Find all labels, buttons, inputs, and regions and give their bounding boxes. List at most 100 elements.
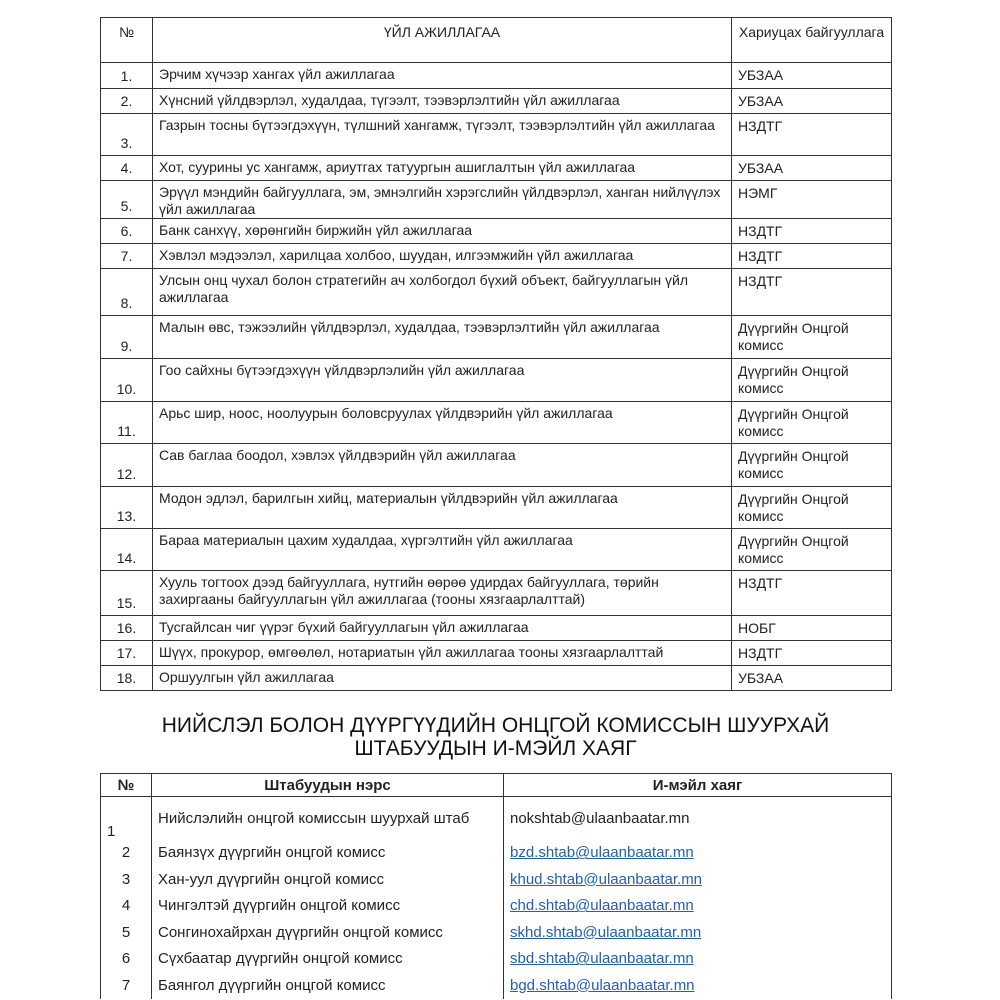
cell-num: 18. [100,665,153,691]
cell-num: 13. [100,486,153,529]
cell-email: skhd.shtab@ulaanbaatar.mn [503,919,892,946]
cell-activity: Сав баглаа боодол, хэвлэх үйлдвэрийн үйл… [152,443,732,487]
activities-table: № ҮЙЛ АЖИЛЛАГАА Хариуцах байгууллага 1. Э… [100,17,892,691]
table-row: 12. Сав баглаа боодол, хэвлэх үйлдвэрийн … [100,443,892,487]
cell-org: НЗДТГ [731,113,892,156]
cell-name: Нийслэлийн онцгой комиссын шуурхай штаб [151,796,504,840]
cell-activity: Хот, суурины ус хангамж, ариутгах татуур… [152,155,732,181]
email-link[interactable]: sbd.shtab@ulaanbaatar.mn [510,950,694,968]
cell-org: Дүүргийн Онцгой комисс [731,486,892,529]
cell-org: Дүүргийн Онцгой комисс [731,401,892,444]
cell-org: НОБГ [731,615,892,641]
cell-org: НЗДТГ [731,243,892,269]
cell-activity: Хэвлэл мэдээлэл, харилцаа холбоо, шуудан… [152,243,732,269]
table-row: 6. Банк санхүү, хөрөнгийн биржийн үйл ажи… [100,218,892,244]
cell-org: Дүүргийн Онцгой комисс [731,315,892,359]
email-link[interactable]: khud.shtab@ulaanbaatar.mn [510,870,703,888]
cell-activity: Хүнсний үйлдвэрлэл, худалдаа, түгээлт, т… [152,88,732,114]
cell-email: chd.shtab@ulaanbaatar.mn [503,892,892,919]
cell-email: nokshtab@ulaanbaatar.mn [503,796,892,840]
cell-org: УБЗАА [731,62,892,89]
cell-num: 3. [100,113,153,156]
cell-num: 2 [100,839,152,866]
cell-num: 3 [100,866,152,893]
cell-activity: Тусгайлсан чиг үүрэг бүхий байгууллагын … [152,615,732,641]
cell-num: 5. [100,180,153,219]
cell-org: НЭМГ [731,180,892,219]
cell-name: Хан-уул дүүргийн онцгой комисс [151,866,504,893]
cell-num: 2. [100,88,153,114]
cell-num: 1 [100,796,152,840]
header-num: № [100,773,152,797]
table-row: 5. Эрүүл мэндийн байгууллага, эм, эмнэлги… [100,180,892,219]
cell-org: УБЗАА [731,88,892,114]
table-row: 1. Эрчим хүчээр хангах үйл ажиллагаа УБЗАА [100,62,892,89]
table-row: 6 Сүхбаатар дүүргийн онцгой комисс sbd.sht… [100,945,892,972]
cell-num: 4. [100,155,153,181]
table-row: 2. Хүнсний үйлдвэрлэл, худалдаа, түгээлт,… [100,88,892,114]
table-row: 9. Малын өвс, тэжээлийн үйлдвэрлэл, худал… [100,315,892,359]
cell-name: Баянзүх дүүргийн онцгой комисс [151,839,504,866]
cell-num: 17. [100,640,153,666]
cell-activity: Оршуулгын үйл ажиллагаа [152,665,732,691]
email-header-row: № Штабуудын нэрс И-мэйл хаяг [100,773,892,797]
cell-num: 10. [100,358,153,402]
table-row: 2 Баянзүх дүүргийн онцгой комисс bzd.shtab… [100,839,892,866]
cell-activity: Шүүх, прокурор, өмгөөлөл, нотариатын үйл… [152,640,732,666]
cell-name: Чингэлтэй дүүргийн онцгой комисс [151,892,504,919]
cell-num: 15. [100,570,153,616]
email-link[interactable]: bzd.shtab@ulaanbaatar.mn [510,844,694,862]
email-link[interactable]: bgd.shtab@ulaanbaatar.mn [510,976,695,994]
table-row: 18. Оршуулгын үйл ажиллагаа УБЗАА [100,665,892,691]
cell-activity: Бараа материалын цахим худалдаа, хүргэлт… [152,528,732,571]
cell-num: 5 [100,919,152,946]
cell-activity: Модон эдлэл, барилгын хийц, материалын ү… [152,486,732,529]
cell-activity: Эрүүл мэндийн байгууллага, эм, эмнэлгийн… [152,180,732,219]
table-row: 5 Сонгинохайрхан дүүргийн онцгой комисс sk… [100,919,892,946]
table-row: 11. Арьс шир, ноос, ноолуурын боловсруула… [100,401,892,444]
cell-email: khud.shtab@ulaanbaatar.mn [503,866,892,893]
header-num: № [100,17,153,63]
table-row: 3 Хан-уул дүүргийн онцгой комисс khud.shta… [100,866,892,893]
cell-activity: Хууль тогтоох дээд байгууллага, нутгийн … [152,570,732,616]
cell-num: 9. [100,315,153,359]
cell-email: sbd.shtab@ulaanbaatar.mn [503,945,892,972]
cell-num: 1. [100,62,153,89]
cell-org: НЗДТГ [731,570,892,616]
email-text: nokshtab@ulaanbaatar.mn [510,809,690,827]
cell-org: УБЗАА [731,155,892,181]
cell-org: Дүүргийн Онцгой комисс [731,528,892,571]
cell-org: НЗДТГ [731,268,892,316]
cell-num: 7 [100,972,152,999]
cell-num: 7. [100,243,153,269]
table-row: 7 Баянгол дүүргийн онцгой комисс bgd.shtab… [100,972,892,999]
table-row: 1 Нийслэлийн онцгой комиссын шуурхай штаб… [100,796,892,840]
cell-email: bzd.shtab@ulaanbaatar.mn [503,839,892,866]
table-row: 4 Чингэлтэй дүүргийн онцгой комисс chd.sht… [100,892,892,919]
table-row: 15. Хууль тогтоох дээд байгууллага, нутги… [100,570,892,616]
section-title-line2: ШТАБУУДЫН И-МЭЙЛ ХАЯГ [354,737,637,760]
activities-header-row: № ҮЙЛ АЖИЛЛАГАА Хариуцах байгууллага [100,17,892,63]
email-link[interactable]: skhd.shtab@ulaanbaatar.mn [510,923,702,941]
cell-num: 6. [100,218,153,244]
header-email: И-мэйл хаяг [503,773,892,797]
cell-email: bgd.shtab@ulaanbaatar.mn [503,972,892,999]
cell-name: Сонгинохайрхан дүүргийн онцгой комисс [151,919,504,946]
table-row: 7. Хэвлэл мэдээлэл, харилцаа холбоо, шууд… [100,243,892,269]
table-row: 4. Хот, суурины ус хангамж, ариутгах тату… [100,155,892,181]
email-link[interactable]: chd.shtab@ulaanbaatar.mn [510,897,694,915]
table-row: 14. Бараа материалын цахим худалдаа, хүрг… [100,528,892,571]
cell-activity: Малын өвс, тэжээлийн үйлдвэрлэл, худалда… [152,315,732,359]
email-table: № Штабуудын нэрс И-мэйл хаяг 1 Нийслэлийн… [100,773,892,999]
cell-org: НЗДТГ [731,218,892,244]
cell-num: 12. [100,443,153,487]
cell-num: 11. [100,401,153,444]
table-row: 17. Шүүх, прокурор, өмгөөлөл, нотариатын … [100,640,892,666]
header-org: Хариуцах байгууллага [731,17,892,63]
header-activity: ҮЙЛ АЖИЛЛАГАА [152,17,732,63]
cell-activity: Банк санхүү, хөрөнгийн биржийн үйл ажилл… [152,218,732,244]
table-row: 3. Газрын тосны бүтээгдэхүүн, түлшний хан… [100,113,892,156]
cell-activity: Улсын онц чухал болон стратегийн ач холб… [152,268,732,316]
table-row: 13. Модон эдлэл, барилгын хийц, материалы… [100,486,892,529]
header-name: Штабуудын нэрс [151,773,504,797]
